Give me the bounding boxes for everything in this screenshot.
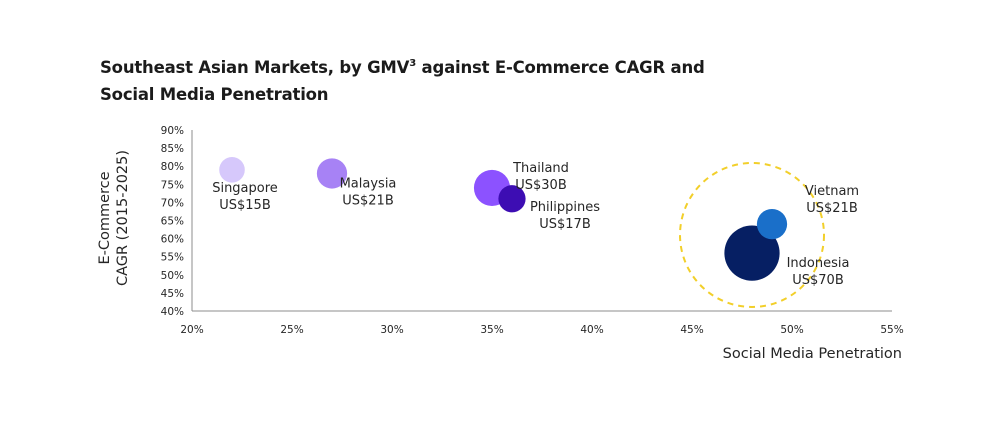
bubble-indonesia bbox=[724, 225, 780, 281]
bubble-label-vietnam-name: Vietnam bbox=[805, 184, 859, 199]
bubble-label-malaysia-name: Malaysia bbox=[340, 176, 397, 191]
y-tick-label: 50% bbox=[161, 270, 184, 282]
y-tick-label: 85% bbox=[161, 143, 184, 155]
y-tick-label: 60% bbox=[161, 234, 184, 246]
x-tick-label: 40% bbox=[580, 324, 603, 336]
y-tick-label: 40% bbox=[161, 306, 184, 318]
chart-title: Southeast Asian Markets, by GMV3 against… bbox=[100, 50, 860, 108]
axes: 40% 45% 50% 55% 60% 65% 70% 75% 80% 85% 90% 20% 25% 3… bbox=[161, 125, 904, 336]
y-tick-label: 55% bbox=[161, 252, 184, 264]
title-line2: Social Media Penetration bbox=[100, 85, 329, 104]
bubble-label-indonesia-gmv: US$70B bbox=[792, 273, 844, 288]
x-tick-label: 55% bbox=[880, 324, 903, 336]
y-axis-title-line2: CAGR (2015-2025) bbox=[115, 150, 131, 286]
bubble-label-philippines-gmv: US$17B bbox=[539, 217, 591, 232]
x-tick-label: 25% bbox=[280, 324, 303, 336]
highlight-layer bbox=[679, 161, 825, 308]
y-tick-label: 45% bbox=[161, 288, 184, 300]
bubble-malaysia bbox=[316, 158, 348, 189]
bubble-label-thailand-gmv: US$30B bbox=[515, 178, 567, 193]
x-tick-label: 50% bbox=[780, 324, 803, 336]
x-tick-label: 20% bbox=[180, 324, 203, 336]
y-tick-label: 75% bbox=[161, 179, 184, 191]
bubble-vietnam bbox=[756, 208, 788, 240]
y-axis-title: E-Commerce CAGR (2015-2025) bbox=[97, 150, 131, 286]
y-tick-label: 80% bbox=[161, 161, 184, 173]
title-line1-post: against E-Commerce CAGR and bbox=[416, 58, 705, 77]
title-superscript: 3 bbox=[409, 58, 416, 69]
bubble-philippines bbox=[498, 185, 526, 213]
bubble-label-thailand-name: Thailand bbox=[512, 161, 569, 176]
bubbles bbox=[219, 157, 788, 281]
bubble-label-singapore-name: Singapore bbox=[212, 181, 278, 196]
x-tick-label: 35% bbox=[480, 324, 503, 336]
bubble-label-indonesia-name: Indonesia bbox=[787, 256, 850, 271]
x-tick-label: 30% bbox=[380, 324, 403, 336]
y-tick-label: 65% bbox=[161, 216, 184, 228]
bubble-label-philippines-name: Philippines bbox=[530, 200, 600, 215]
bubble-labels: Singapore US$15B Malaysia US$21B Thailand US$… bbox=[212, 161, 859, 288]
bubble-label-malaysia-gmv: US$21B bbox=[342, 193, 394, 208]
bubble-label-singapore-gmv: US$15B bbox=[219, 198, 271, 213]
x-axis-title: Social Media Penetration bbox=[723, 346, 902, 362]
y-tick-label: 90% bbox=[161, 125, 184, 137]
highlight-circle bbox=[679, 161, 825, 308]
bubble-label-vietnam-gmv: US$21B bbox=[806, 201, 858, 216]
title-line1-pre: Southeast Asian Markets, by GMV bbox=[100, 58, 410, 77]
x-tick-label: 45% bbox=[680, 324, 703, 336]
bubble-singapore bbox=[219, 157, 245, 183]
y-tick-label: 70% bbox=[161, 197, 184, 209]
y-axis-title-line1: E-Commerce bbox=[97, 171, 113, 264]
